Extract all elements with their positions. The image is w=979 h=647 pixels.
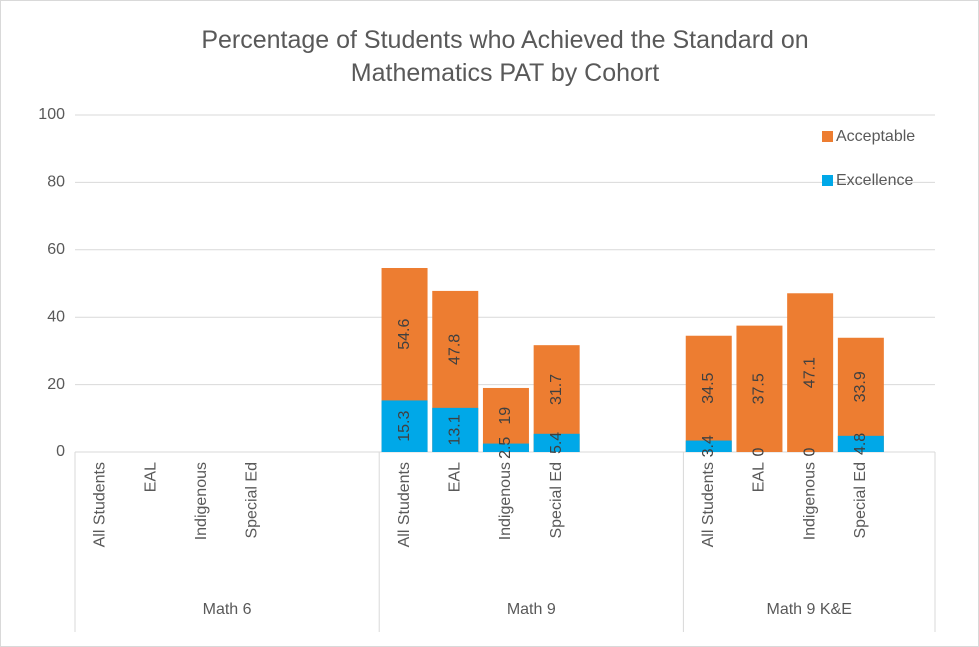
x-tick-label: Special Ed (244, 462, 261, 539)
x-tick-label: Special Ed (548, 462, 565, 539)
data-label: 13.1 (446, 414, 463, 445)
legend-label: Acceptable (836, 128, 915, 145)
data-label: 19 (497, 407, 514, 425)
data-label: 3.4 (700, 435, 717, 457)
bar (482, 443, 529, 452)
bar (381, 400, 428, 452)
bar (685, 440, 732, 452)
bar (432, 407, 479, 452)
x-tick-label: Special Ed (852, 462, 869, 539)
y-tick-label: 20 (47, 376, 65, 393)
y-tick-label: 40 (47, 308, 65, 325)
x-tick-label: All Students (92, 462, 109, 547)
data-label: 37.5 (751, 373, 768, 404)
bar (837, 435, 884, 452)
x-tick-label: All Students (396, 462, 413, 547)
group-label: Math 6 (203, 601, 252, 618)
group-label: Math 9 K&E (767, 601, 852, 618)
data-label: 54.6 (396, 319, 413, 350)
bar (837, 337, 884, 452)
x-tick-label: EAL (751, 462, 768, 492)
data-label: 15.3 (396, 411, 413, 442)
x-tick-label: EAL (446, 462, 463, 492)
data-label: 5.4 (548, 432, 565, 454)
x-tick-label: Indigenous (801, 462, 818, 540)
bar (533, 433, 580, 452)
bar (482, 387, 529, 452)
data-label: 47.1 (801, 357, 818, 388)
data-label: 0 (751, 447, 768, 456)
data-label: 31.7 (548, 374, 565, 405)
y-tick-label: 60 (47, 241, 65, 258)
x-tick-label: Indigenous (497, 462, 514, 540)
data-label: 2.5 (497, 437, 514, 459)
data-label: 4.8 (852, 433, 869, 455)
data-label: 0 (801, 447, 818, 456)
y-tick-label: 100 (38, 106, 65, 123)
bar (685, 335, 732, 452)
data-label: 47.8 (446, 334, 463, 365)
y-tick-label: 0 (56, 443, 65, 460)
data-label: 33.9 (852, 371, 869, 402)
legend-label: Excellence (836, 172, 913, 189)
chart-title: Percentage of Students who Achieved the … (201, 26, 809, 87)
x-tick-label: EAL (142, 462, 159, 492)
data-label: 34.5 (700, 372, 717, 403)
x-tick-label: All Students (700, 462, 717, 547)
group-label: Math 9 (507, 601, 556, 618)
bar (787, 293, 834, 452)
x-tick-label: Indigenous (193, 462, 210, 540)
bar (736, 325, 783, 452)
legend-swatch (822, 175, 833, 186)
y-tick-label: 80 (47, 174, 65, 191)
legend-swatch (822, 131, 833, 142)
